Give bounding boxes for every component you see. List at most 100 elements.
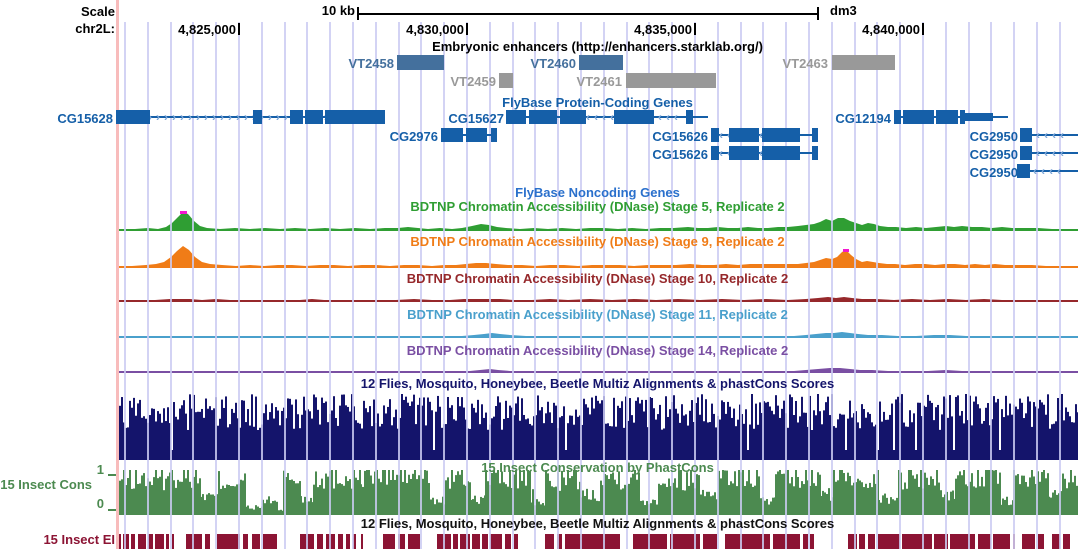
gene-exon[interactable]	[1020, 128, 1032, 142]
insect-el-block[interactable]	[172, 534, 174, 549]
gene-exon[interactable]	[506, 110, 526, 124]
insect-el-block[interactable]	[131, 534, 135, 549]
gene-exon[interactable]	[529, 110, 557, 124]
insect-el-block[interactable]	[514, 534, 518, 549]
insect-el-block[interactable]	[934, 534, 948, 549]
insect-el-block[interactable]	[398, 534, 405, 549]
insect-el-block[interactable]	[155, 534, 164, 549]
gene-label[interactable]: CG2950	[969, 165, 1018, 180]
gene-exon[interactable]	[686, 110, 693, 124]
gene-label[interactable]: CG15627	[448, 111, 504, 126]
insect-el-block[interactable]	[505, 534, 511, 549]
insect-el-block[interactable]	[810, 534, 814, 549]
insect-el-block[interactable]	[1052, 534, 1060, 549]
gene-label[interactable]: CG15626	[652, 147, 708, 162]
gene-exon[interactable]	[903, 110, 934, 124]
insect-el-block[interactable]	[557, 534, 562, 549]
enhancer-box[interactable]	[397, 55, 444, 70]
insect-el-block[interactable]	[338, 534, 343, 549]
insect-el-block[interactable]	[950, 534, 975, 549]
insect-el-block[interactable]	[148, 534, 153, 549]
gene-exon[interactable]	[116, 110, 150, 124]
gene-exon[interactable]	[305, 110, 323, 124]
gene-exon[interactable]	[936, 110, 958, 124]
gene-exon[interactable]	[325, 110, 385, 124]
gene-exon-utr[interactable]	[965, 113, 993, 121]
insect-el-block[interactable]	[138, 534, 146, 549]
enhancer-box[interactable]	[499, 73, 513, 88]
insect-el-block[interactable]	[460, 534, 470, 549]
enhancer-box[interactable]	[579, 55, 623, 70]
insect-el-block[interactable]	[1022, 534, 1035, 549]
insect-el-block[interactable]	[670, 534, 700, 549]
gene-exon[interactable]	[762, 128, 800, 142]
insect-el-block[interactable]	[346, 534, 350, 549]
gene-exon[interactable]	[812, 146, 818, 160]
insect-el-block[interactable]	[1038, 534, 1044, 549]
insect-el-block[interactable]	[453, 534, 458, 549]
gene-label[interactable]: CG2950	[969, 147, 1018, 162]
gene-exon[interactable]	[466, 128, 487, 142]
insect-el-block[interactable]	[703, 534, 717, 549]
insect-el-block[interactable]	[1063, 534, 1070, 549]
insect-el-block[interactable]	[472, 534, 480, 549]
gene-exon[interactable]	[491, 128, 497, 142]
insect-el-block[interactable]	[490, 534, 502, 549]
gene-label[interactable]: CG12194	[835, 111, 891, 126]
insect-el-block[interactable]	[803, 534, 808, 549]
insect-el-block[interactable]	[878, 534, 900, 549]
gene-label[interactable]: CG2976	[389, 129, 438, 144]
gene-exon[interactable]	[729, 146, 759, 160]
dnase-signal-area[interactable]	[117, 246, 1078, 268]
enhancer-label[interactable]: VT2460	[530, 56, 576, 71]
gene-exon[interactable]	[1020, 146, 1032, 160]
gene-exon[interactable]	[762, 146, 800, 160]
insect-el-block[interactable]	[353, 534, 356, 549]
gene-exon[interactable]	[894, 110, 901, 124]
insect-el-block[interactable]	[166, 534, 169, 549]
gene-exon[interactable]	[711, 146, 719, 160]
phastcons-left-label[interactable]: 15 Insect Cons	[0, 477, 92, 492]
gene-exon[interactable]	[290, 110, 303, 124]
insect-el-block[interactable]	[993, 534, 1010, 549]
gene-exon[interactable]	[729, 128, 759, 142]
insect-el-block[interactable]	[859, 534, 865, 549]
insect-el-block[interactable]	[117, 534, 121, 549]
insect-el-block[interactable]	[263, 534, 277, 549]
gene-exon[interactable]	[441, 128, 463, 142]
gene-label[interactable]: CG15628	[57, 111, 113, 126]
insect-el-block[interactable]	[123, 534, 129, 549]
insect-el-block[interactable]	[317, 534, 323, 549]
enhancer-box[interactable]	[626, 73, 716, 88]
insect-el-block[interactable]	[978, 534, 991, 549]
gene-exon[interactable]	[614, 110, 654, 124]
enhancer-label[interactable]: VT2459	[450, 74, 496, 89]
gene-exon[interactable]	[812, 128, 818, 142]
insect-el-block[interactable]	[868, 534, 875, 549]
gene-line[interactable]	[1020, 152, 1078, 154]
gene-exon[interactable]	[560, 110, 586, 124]
insect-el-block[interactable]	[205, 534, 210, 549]
enhancer-box[interactable]	[832, 55, 895, 70]
gene-line[interactable]	[116, 116, 385, 118]
gene-line[interactable]	[506, 116, 708, 118]
insect-el-left-label[interactable]: 15 Insect EI	[43, 532, 115, 547]
insect-el-block[interactable]	[482, 534, 488, 549]
gene-label[interactable]: CG2950	[969, 129, 1018, 144]
insect-el-block[interactable]	[243, 534, 248, 549]
dnase-signal-area[interactable]	[117, 212, 1078, 231]
enhancer-label[interactable]: VT2458	[348, 56, 394, 71]
insect-el-block[interactable]	[545, 534, 554, 549]
insect-el-block[interactable]	[361, 534, 363, 549]
gene-line[interactable]	[1017, 170, 1078, 172]
insect-el-block[interactable]	[725, 534, 770, 549]
gene-line[interactable]	[1020, 134, 1078, 136]
gene-exon[interactable]	[1017, 164, 1030, 178]
gene-exon[interactable]	[960, 110, 965, 124]
gene-exon[interactable]	[253, 110, 262, 124]
gene-label[interactable]: CG15626	[652, 129, 708, 144]
enhancer-label[interactable]: VT2463	[782, 56, 828, 71]
insect-el-block[interactable]	[565, 534, 620, 549]
insect-el-block[interactable]	[902, 534, 932, 549]
enhancer-label[interactable]: VT2461	[576, 74, 622, 89]
